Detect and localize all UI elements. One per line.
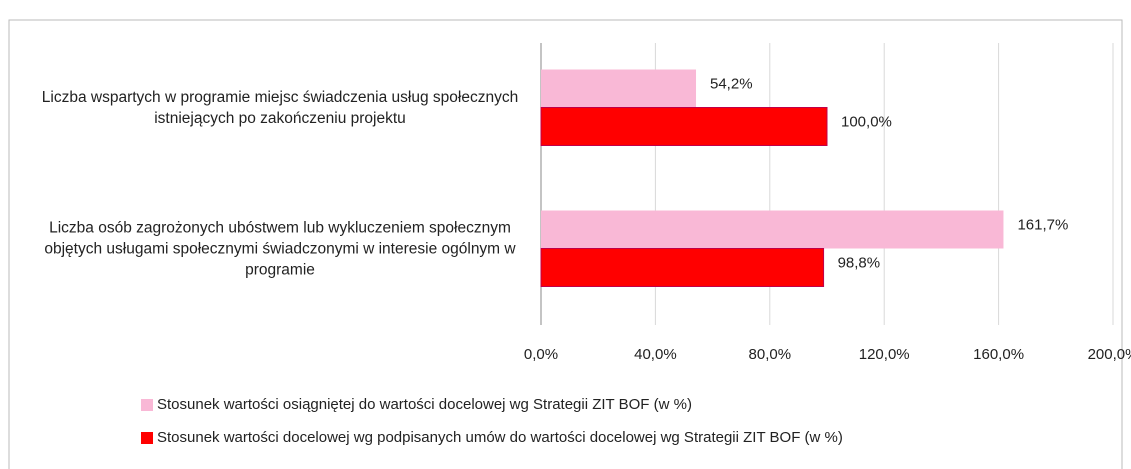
frame: [8, 19, 1123, 469]
x-tick-label: 120,0%: [859, 346, 910, 363]
bar: [541, 69, 697, 108]
x-tick-label: 160,0%: [973, 346, 1024, 363]
x-tick-label: 40,0%: [634, 346, 677, 363]
bar: [541, 210, 1004, 249]
legend-swatch: [141, 399, 153, 411]
data-label: 54,2%: [710, 75, 753, 92]
data-label: 100,0%: [841, 113, 892, 130]
data-label: 98,8%: [838, 254, 881, 271]
bar: [540, 107, 828, 146]
legend-label: Stosunek wartości docelowej wg podpisany…: [157, 429, 843, 446]
x-tick-label: 200,0%: [1088, 346, 1131, 363]
y-tick-label: Liczba osób zagrożonych ubóstwem lub wyk…: [44, 219, 516, 278]
x-tick-label: 0,0%: [524, 346, 558, 363]
data-label: 161,7%: [1017, 216, 1068, 233]
y-tick-label: Liczba wspartych w programie miejsc świa…: [41, 88, 519, 127]
x-tick-label: 80,0%: [749, 346, 792, 363]
legend-swatch: [141, 432, 153, 444]
bar: [540, 248, 825, 287]
legend-label: Stosunek wartości osiągniętej do wartośc…: [157, 396, 692, 413]
